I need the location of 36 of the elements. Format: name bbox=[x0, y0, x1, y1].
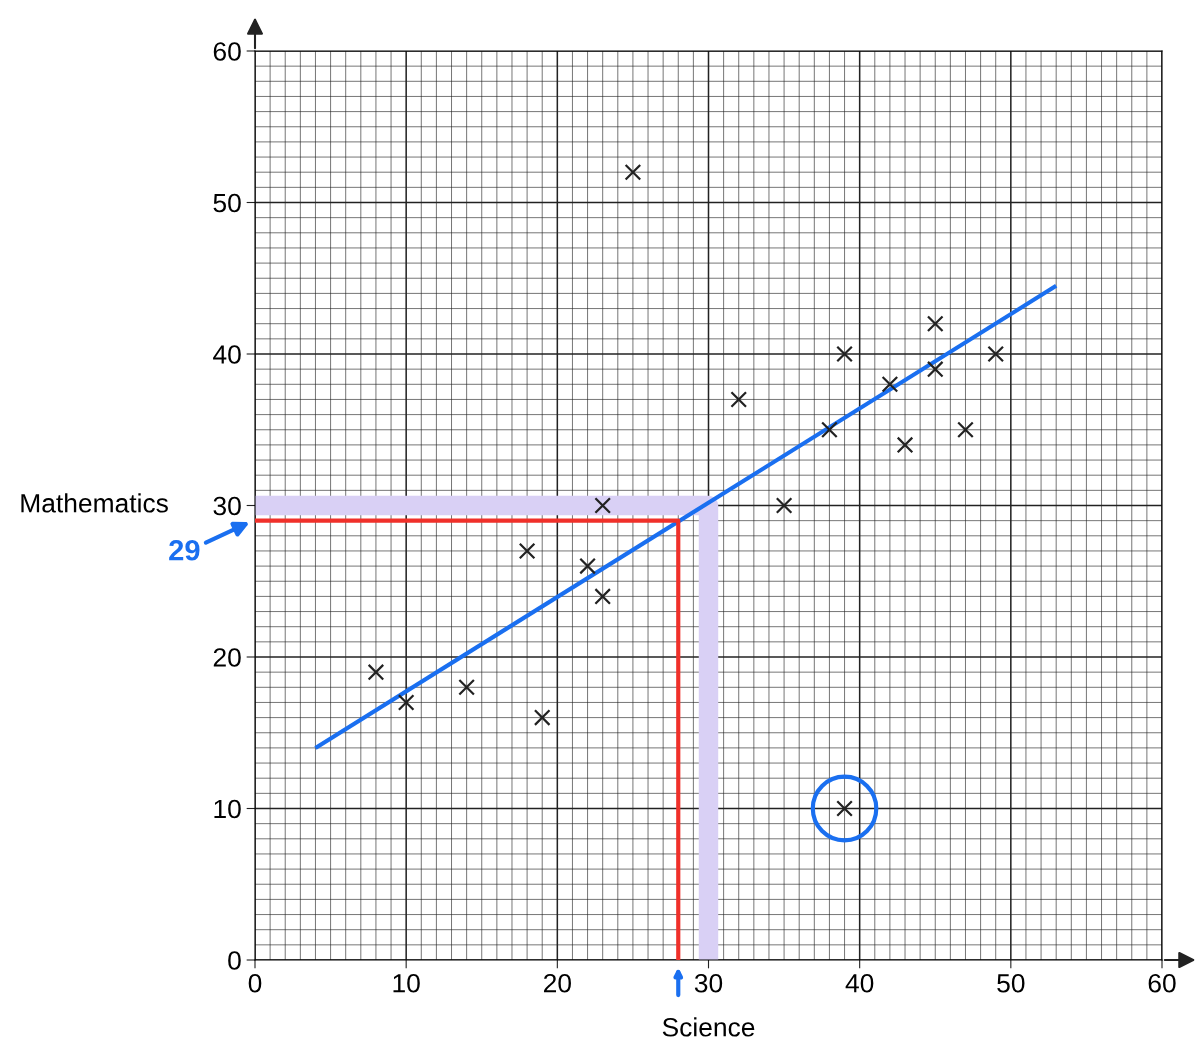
point bbox=[926, 360, 944, 378]
point bbox=[579, 557, 596, 575]
y-tick-label: 30 bbox=[213, 496, 241, 516]
point bbox=[518, 542, 536, 560]
point bbox=[594, 497, 612, 514]
x-tick-label: 40 bbox=[845, 973, 874, 993]
x-tick-label: 20 bbox=[543, 973, 571, 993]
y-tick-label: 10 bbox=[214, 799, 241, 819]
point bbox=[594, 588, 612, 605]
x-axis-title: Science bbox=[662, 1017, 755, 1037]
point bbox=[775, 497, 793, 514]
x-tick-label: 50 bbox=[997, 973, 1025, 993]
text: 29 bbox=[169, 539, 200, 561]
point bbox=[624, 163, 642, 181]
y-tick-label: 0 bbox=[228, 951, 241, 970]
y-tick-label: 40 bbox=[213, 345, 241, 364]
x-tick-label: 0 bbox=[248, 973, 262, 993]
point bbox=[533, 709, 551, 726]
point bbox=[957, 421, 974, 439]
point bbox=[730, 391, 748, 408]
point bbox=[367, 663, 385, 681]
x-tick-label: 60 bbox=[1148, 973, 1176, 993]
point bbox=[397, 694, 415, 711]
y-tick-label: 20 bbox=[213, 648, 241, 667]
x-tick-label: 30 bbox=[694, 973, 723, 993]
point bbox=[836, 345, 853, 363]
point bbox=[821, 421, 838, 439]
y-tick-label: 50 bbox=[213, 193, 241, 213]
point bbox=[458, 678, 476, 696]
x-tick-label: 10 bbox=[393, 973, 420, 993]
point bbox=[896, 436, 914, 454]
point bbox=[926, 315, 944, 333]
y-tick-label: 60 bbox=[213, 42, 241, 61]
point bbox=[881, 375, 899, 393]
point bbox=[987, 345, 1005, 363]
y-axis-title: Mathematics bbox=[21, 493, 168, 513]
